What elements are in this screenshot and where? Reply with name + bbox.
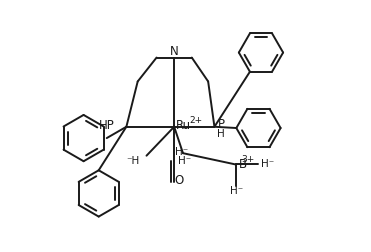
Text: H: H: [217, 129, 225, 139]
Text: H⁻: H⁻: [261, 159, 274, 169]
Text: H⁻: H⁻: [230, 185, 244, 195]
Text: H⁻: H⁻: [175, 146, 188, 156]
Text: Ru: Ru: [175, 118, 191, 131]
Text: N: N: [170, 45, 178, 58]
Text: 2+: 2+: [189, 116, 203, 125]
Text: HP: HP: [99, 118, 115, 131]
Text: 3+: 3+: [241, 154, 255, 163]
Text: P: P: [217, 118, 224, 131]
Text: O: O: [175, 173, 184, 186]
Text: H⁻: H⁻: [178, 155, 192, 166]
Text: B: B: [239, 157, 247, 170]
Text: ⁻H: ⁻H: [126, 155, 139, 166]
